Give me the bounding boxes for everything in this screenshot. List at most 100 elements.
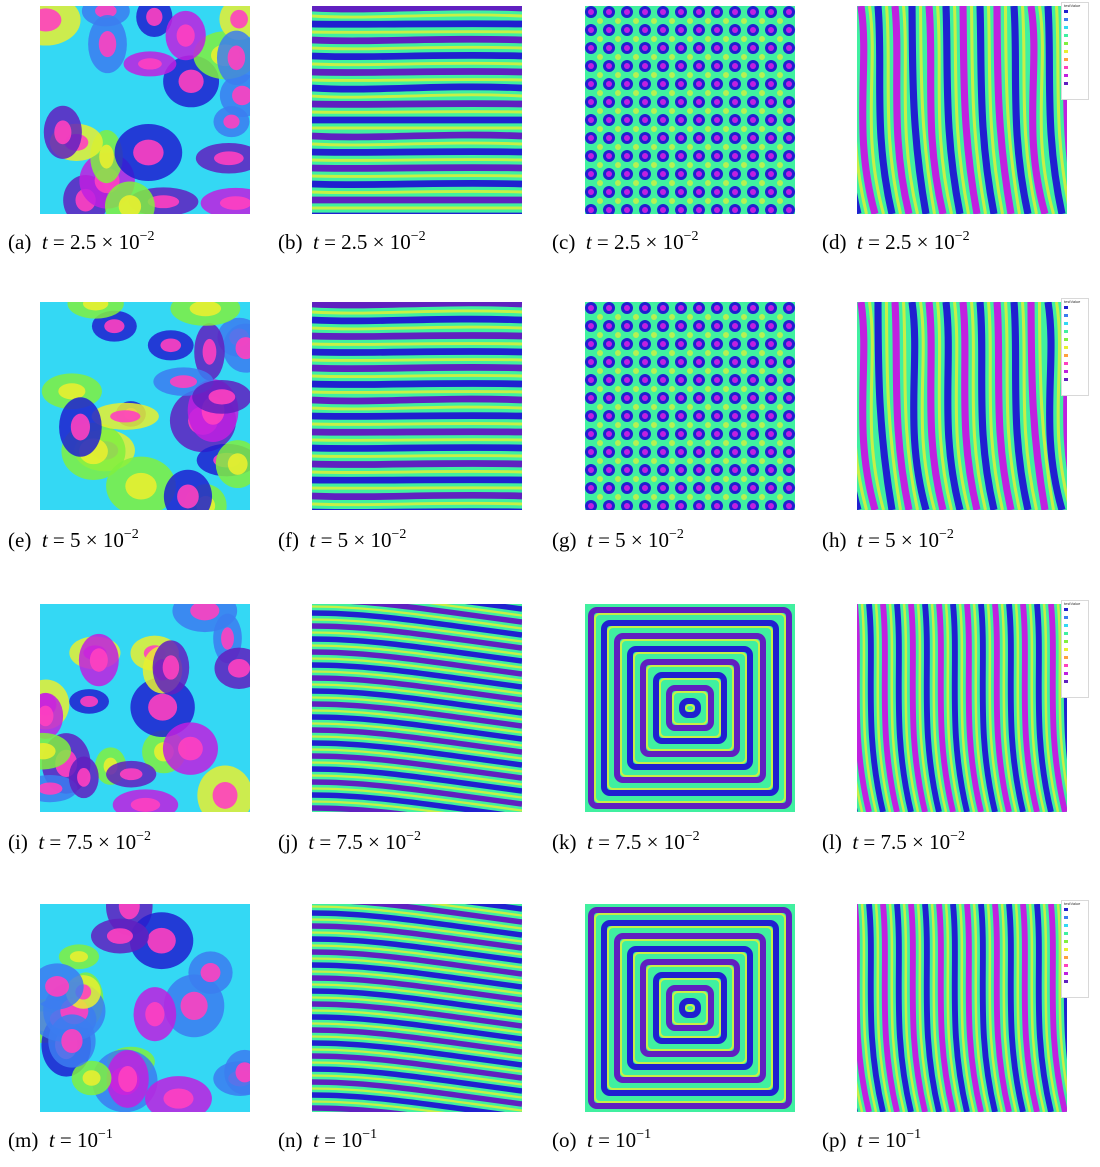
legend-swatch: [1064, 632, 1068, 635]
panel-caption: (l) t = 7.5 × 10−2: [822, 830, 965, 855]
pattern-image-g: [585, 302, 795, 510]
pattern-image-i: [40, 604, 250, 812]
colorbar-legend: testValue: [1061, 600, 1089, 698]
legend-swatch: [1064, 82, 1068, 85]
panel-caption: (i) t = 7.5 × 10−2: [8, 829, 152, 855]
time-value: t = 10−1: [587, 1127, 652, 1153]
time-value: t = 2.5 × 10−2: [857, 229, 970, 255]
pattern-plot: [40, 302, 250, 510]
panel-label: (k): [552, 830, 587, 854]
pattern-plot: [585, 604, 795, 812]
legend-swatch: [1064, 330, 1068, 333]
time-value: t = 5 × 10−2: [857, 527, 954, 553]
legend-swatch: [1064, 648, 1068, 651]
pattern-image-l: [857, 604, 1067, 812]
legend-swatch: [1064, 370, 1068, 373]
panel-label: (m): [8, 1128, 49, 1152]
time-value: t = 10−1: [313, 1127, 378, 1153]
time-exponent: −2: [669, 527, 684, 542]
legend-swatch: [1064, 354, 1068, 357]
time-exponent: −2: [939, 527, 954, 542]
pattern-image-j: [312, 604, 522, 812]
panel-label: (h): [822, 528, 857, 552]
pattern-plot: [312, 604, 522, 812]
pattern-image-e: [40, 302, 250, 510]
colorbar-legend: testValue: [1061, 298, 1089, 396]
pattern-plot: [585, 904, 795, 1112]
panel-caption: (o) t = 10−1: [552, 1127, 652, 1153]
pattern-image-b: [312, 6, 522, 214]
legend-swatch: [1064, 916, 1068, 919]
colorbar-legend: testValue: [1061, 900, 1089, 998]
panel-caption: (n) t = 10−1: [278, 1127, 378, 1153]
legend-swatch: [1064, 624, 1068, 627]
legend-swatch: [1064, 322, 1068, 325]
time-exponent: −1: [636, 1127, 652, 1142]
pattern-plot: [40, 6, 250, 214]
legend-swatch: [1064, 640, 1068, 643]
panel-caption: (a) t = 2.5 × 10−2: [8, 229, 155, 255]
pattern-plot: [857, 904, 1067, 1112]
pattern-image-o: [585, 904, 795, 1112]
panel-caption: (f) t = 5 × 10−2: [278, 527, 407, 553]
panel-caption: (b) t = 2.5 × 10−2: [278, 229, 426, 255]
colorbar-legend: testValue: [1061, 2, 1089, 100]
pattern-image-f: [312, 302, 522, 510]
legend-swatch: [1064, 924, 1068, 927]
pattern-image-h: [857, 302, 1067, 510]
pattern-image-d: [857, 6, 1067, 214]
pattern-plot: [857, 604, 1067, 812]
time-exponent: −2: [406, 829, 422, 844]
legend-swatch: [1064, 18, 1068, 21]
panel-caption: (j) t = 7.5 × 10−2: [278, 829, 422, 855]
time-exponent: −1: [362, 1127, 378, 1142]
legend-swatch: [1064, 664, 1068, 667]
pattern-plot: [312, 6, 522, 214]
panel-caption: (g) t = 5 × 10−2: [552, 527, 684, 553]
time-exponent: −1: [906, 1127, 922, 1142]
legend-swatch: [1064, 608, 1068, 611]
legend-swatch: [1064, 314, 1068, 317]
time-value: t = 7.5 × 10−2: [38, 829, 152, 855]
time-exponent: −2: [139, 229, 155, 244]
panel-caption: (e) t = 5 × 10−2: [8, 527, 139, 553]
time-value: t = 7.5 × 10−2: [308, 829, 422, 855]
legend-swatch: [1064, 306, 1068, 309]
legend-swatch: [1064, 362, 1068, 365]
panel-label: (b): [278, 230, 313, 254]
panel-label: (l): [822, 830, 853, 854]
legend-swatch: [1064, 66, 1068, 69]
panel-label: (e): [8, 528, 42, 552]
pattern-plot: [40, 904, 250, 1112]
legend-swatch: [1064, 972, 1068, 975]
pattern-image-m: [40, 904, 250, 1112]
legend-swatch: [1064, 964, 1068, 967]
pattern-plot: [312, 302, 522, 510]
time-value: t = 5 × 10−2: [309, 527, 407, 553]
panel-caption: (k) t = 7.5 × 10−2: [552, 830, 700, 855]
legend-swatch: [1064, 10, 1068, 13]
pattern-image-p: [857, 904, 1067, 1112]
pattern-plot: [585, 302, 795, 510]
time-exponent: −2: [410, 229, 426, 244]
legend-swatch: [1064, 932, 1068, 935]
panel-label: (c): [552, 230, 586, 254]
panel-label: (i): [8, 830, 39, 854]
legend-swatch: [1064, 338, 1068, 341]
legend-title: testValue: [1064, 601, 1081, 606]
legend-swatch: [1064, 948, 1068, 951]
pattern-plot: [585, 6, 795, 214]
legend-swatch: [1064, 58, 1068, 61]
panel-label: (o): [552, 1128, 587, 1152]
legend-swatch: [1064, 50, 1068, 53]
pattern-image-a: [40, 6, 250, 214]
panel-label: (p): [822, 1128, 857, 1152]
time-value: t = 2.5 × 10−2: [313, 229, 426, 255]
time-exponent: −2: [136, 829, 152, 844]
legend-swatch: [1064, 680, 1068, 683]
pattern-image-c: [585, 6, 795, 214]
time-exponent: −2: [123, 527, 139, 542]
panel-label: (j): [278, 830, 309, 854]
pattern-image-n: [312, 904, 522, 1112]
panel-label: (a): [8, 230, 42, 254]
